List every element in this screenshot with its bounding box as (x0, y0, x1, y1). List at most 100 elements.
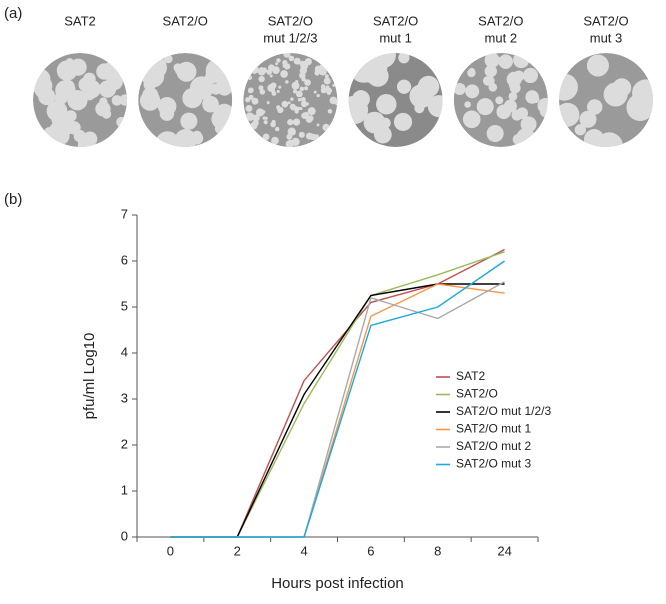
plaque (467, 68, 476, 78)
plaque (246, 112, 253, 119)
plaque (579, 110, 597, 128)
plaque-label: mut 1/2/3 (263, 30, 317, 45)
plaque (322, 123, 330, 132)
plaque (67, 89, 88, 111)
plaque (211, 108, 233, 130)
plaque (511, 109, 523, 121)
plaque (210, 83, 222, 95)
plaque (285, 80, 289, 84)
plaque-image (453, 53, 548, 147)
plaque (280, 70, 288, 78)
plaque (316, 123, 320, 127)
panel-label: (a) (4, 5, 22, 22)
plaque-label: SAT2/O (583, 13, 628, 28)
plaque (155, 131, 180, 147)
x-tick-label: 4 (300, 543, 307, 558)
plaque (307, 107, 316, 116)
x-tick-label: 8 (434, 543, 441, 558)
plaque (116, 116, 127, 128)
y-tick-label: 3 (121, 390, 128, 405)
plaque (498, 54, 513, 69)
plaque (214, 67, 233, 87)
plaque (488, 82, 498, 92)
plaque (111, 95, 123, 106)
plaque (427, 95, 443, 118)
plaque (283, 53, 291, 58)
plaque (484, 65, 497, 78)
plaque (181, 130, 197, 146)
plaque (142, 87, 159, 104)
plaque (348, 95, 369, 125)
plaque (299, 86, 305, 92)
plaque (313, 90, 317, 94)
plaque (263, 120, 268, 125)
series-line (170, 260, 505, 538)
plaque (453, 82, 466, 95)
plaque-label: mut 2 (485, 30, 518, 45)
plaque (297, 98, 302, 102)
x-tick-label: 2 (234, 543, 241, 558)
plaque (290, 97, 294, 101)
plaque-label: mut 3 (590, 30, 623, 45)
plaque (262, 116, 266, 120)
plaque (320, 84, 326, 89)
x-tick-label: 24 (497, 543, 511, 558)
plaque-label: SAT2 (64, 13, 96, 28)
y-tick-label: 6 (121, 252, 128, 267)
plaque-image (348, 53, 443, 147)
plaque (293, 57, 301, 65)
plaque (287, 119, 294, 126)
y-axis-label: pfu/ml Log10 (81, 333, 98, 420)
plaque (583, 129, 605, 147)
series-line (170, 248, 505, 538)
plaque (262, 133, 270, 141)
plaque (370, 53, 396, 69)
plaque (141, 65, 165, 88)
legend-label: SAT2 (456, 369, 485, 383)
plaque (180, 112, 198, 130)
x-axis-label: Hours post infection (271, 575, 404, 592)
plaque (512, 134, 524, 145)
y-tick-label: 2 (121, 436, 128, 451)
plaque (316, 93, 320, 98)
series-line (170, 251, 505, 538)
plaque (316, 66, 321, 71)
plaque (271, 136, 279, 145)
plaque (482, 76, 493, 86)
plaque (503, 99, 517, 113)
plaque (508, 92, 518, 101)
plaque (464, 101, 471, 108)
plaque (522, 67, 538, 84)
plaque (98, 80, 117, 98)
plaque (99, 97, 108, 106)
y-tick-label: 4 (121, 344, 128, 359)
plaque (462, 110, 481, 129)
plaque-image (559, 53, 653, 147)
plaque (574, 124, 586, 136)
plaque (288, 55, 295, 62)
plaque (417, 75, 440, 98)
plaque (56, 116, 76, 136)
plaque (396, 79, 412, 94)
plaque (275, 62, 279, 66)
plaque-label: mut 1 (379, 30, 412, 45)
plaque (272, 66, 280, 74)
plaque (376, 93, 397, 115)
plaque (292, 118, 301, 126)
plaque (157, 96, 177, 116)
plaque (277, 106, 284, 114)
plaque-label: SAT2/O (163, 13, 208, 28)
plaque (366, 65, 389, 87)
plaque (335, 101, 338, 106)
plaque-label: SAT2/O (373, 13, 418, 28)
plaque (476, 98, 494, 116)
plaque (247, 75, 253, 80)
plaque-label: SAT2/O (478, 13, 523, 28)
plaque (292, 89, 298, 94)
plaque (587, 99, 603, 115)
plaque (332, 83, 336, 87)
plaque-image (243, 53, 338, 147)
plaque (298, 131, 305, 138)
plaque (324, 74, 329, 79)
plaque (531, 95, 540, 104)
